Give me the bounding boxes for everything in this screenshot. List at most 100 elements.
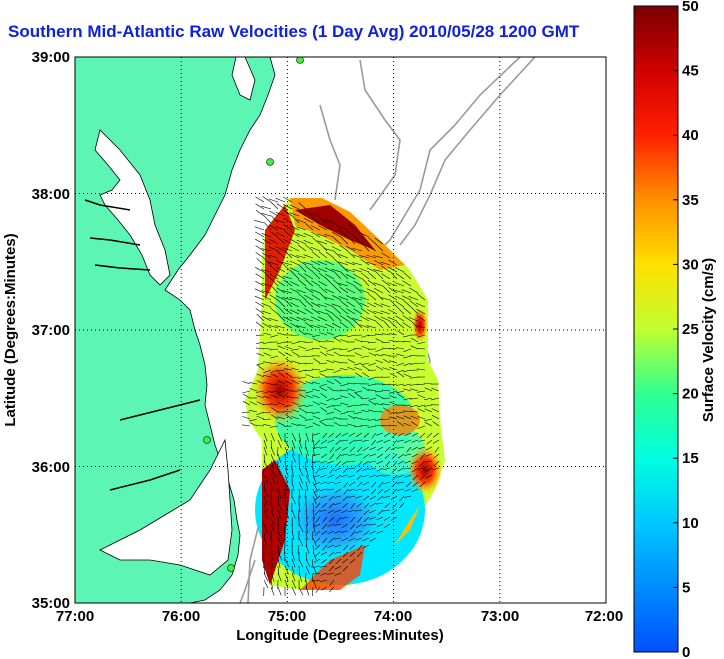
x-tick-label: 72:00 bbox=[585, 608, 623, 625]
current-vector bbox=[278, 351, 286, 357]
current-vector bbox=[320, 446, 328, 449]
current-vector bbox=[338, 296, 349, 301]
current-vector bbox=[275, 219, 286, 224]
current-vector bbox=[389, 320, 398, 329]
current-vector bbox=[289, 316, 300, 322]
current-vector bbox=[256, 347, 265, 350]
current-vector bbox=[328, 565, 335, 572]
current-vector bbox=[298, 293, 307, 301]
current-vector bbox=[328, 495, 335, 501]
current-vector bbox=[360, 340, 370, 343]
current-vector bbox=[249, 409, 258, 413]
current-vector bbox=[412, 467, 419, 473]
current-vector bbox=[310, 324, 321, 329]
current-vector bbox=[335, 446, 342, 452]
current-vector bbox=[297, 210, 307, 217]
current-vector bbox=[333, 337, 342, 343]
current-vector bbox=[261, 290, 272, 294]
current-vector bbox=[268, 198, 279, 203]
current-vector bbox=[368, 425, 377, 428]
current-vector bbox=[320, 572, 328, 576]
current-vector bbox=[317, 233, 328, 238]
current-vector bbox=[261, 310, 272, 315]
current-vector bbox=[270, 453, 275, 463]
current-vector bbox=[277, 530, 283, 540]
current-vector bbox=[303, 318, 314, 322]
current-vector bbox=[298, 376, 307, 379]
grid-lines bbox=[75, 57, 606, 603]
current-vector bbox=[269, 238, 279, 245]
current-vector bbox=[354, 390, 363, 393]
current-vector bbox=[328, 502, 335, 509]
current-vector bbox=[328, 558, 335, 565]
current-vector bbox=[353, 280, 363, 287]
current-vector bbox=[327, 530, 335, 535]
current-vector bbox=[313, 558, 321, 563]
current-vector bbox=[369, 467, 377, 470]
current-vector bbox=[263, 390, 272, 394]
current-vector bbox=[371, 432, 377, 439]
current-vector bbox=[320, 467, 328, 470]
current-vector bbox=[311, 572, 314, 583]
current-vector bbox=[348, 495, 356, 498]
current-vector bbox=[334, 481, 342, 485]
current-vector bbox=[298, 572, 302, 582]
current-vector bbox=[282, 297, 293, 301]
current-vector bbox=[270, 551, 274, 561]
current-vector bbox=[291, 376, 300, 379]
current-vector bbox=[389, 333, 398, 336]
current-vector bbox=[298, 345, 307, 350]
current-vector bbox=[380, 316, 391, 322]
current-vector bbox=[341, 523, 349, 528]
current-vector bbox=[396, 411, 405, 414]
current-vector bbox=[354, 352, 363, 357]
current-vector bbox=[290, 334, 300, 336]
colorbar-tick-label: 30 bbox=[682, 256, 699, 273]
current-vector bbox=[416, 308, 426, 315]
current-vector bbox=[289, 253, 300, 259]
current-vector bbox=[348, 509, 356, 513]
current-vector bbox=[347, 388, 356, 392]
current-vector bbox=[317, 303, 328, 308]
current-vector bbox=[341, 516, 349, 519]
current-vector bbox=[347, 320, 356, 329]
current-vector bbox=[355, 439, 363, 442]
current-vector bbox=[263, 495, 268, 505]
current-vector bbox=[410, 320, 419, 329]
current-vector bbox=[263, 352, 272, 357]
current-vector bbox=[261, 212, 272, 217]
current-vector bbox=[380, 310, 391, 315]
current-vector bbox=[297, 244, 307, 252]
current-vector bbox=[419, 432, 426, 439]
current-vector bbox=[326, 411, 335, 415]
x-tick-label: 75:00 bbox=[268, 608, 306, 625]
current-vector bbox=[411, 432, 419, 437]
current-vector bbox=[352, 297, 363, 301]
x-axis-label: Longitude (Degrees:Minutes) bbox=[236, 627, 444, 644]
current-vector bbox=[315, 586, 321, 593]
current-vector bbox=[425, 467, 433, 472]
current-vector bbox=[375, 403, 384, 406]
current-vector bbox=[305, 558, 311, 568]
current-vector bbox=[354, 320, 363, 329]
current-vector bbox=[282, 290, 293, 294]
current-vector bbox=[275, 226, 286, 231]
current-vector bbox=[375, 348, 384, 352]
colorbar-tick-label: 50 bbox=[682, 0, 699, 15]
current-vector bbox=[334, 467, 342, 472]
current-vector bbox=[327, 386, 335, 392]
current-vector bbox=[406, 446, 412, 453]
current-vector bbox=[277, 390, 286, 394]
current-vector bbox=[347, 251, 356, 259]
current-vector bbox=[382, 353, 391, 357]
current-vector bbox=[241, 411, 251, 413]
current-vector bbox=[391, 467, 398, 473]
current-vector bbox=[397, 474, 405, 478]
current-vector bbox=[348, 474, 356, 478]
current-vector bbox=[333, 334, 342, 338]
current-vector bbox=[291, 367, 300, 371]
current-vector bbox=[369, 537, 377, 542]
current-vector bbox=[403, 362, 412, 366]
current-vector bbox=[395, 341, 405, 343]
current-vector bbox=[348, 467, 356, 470]
